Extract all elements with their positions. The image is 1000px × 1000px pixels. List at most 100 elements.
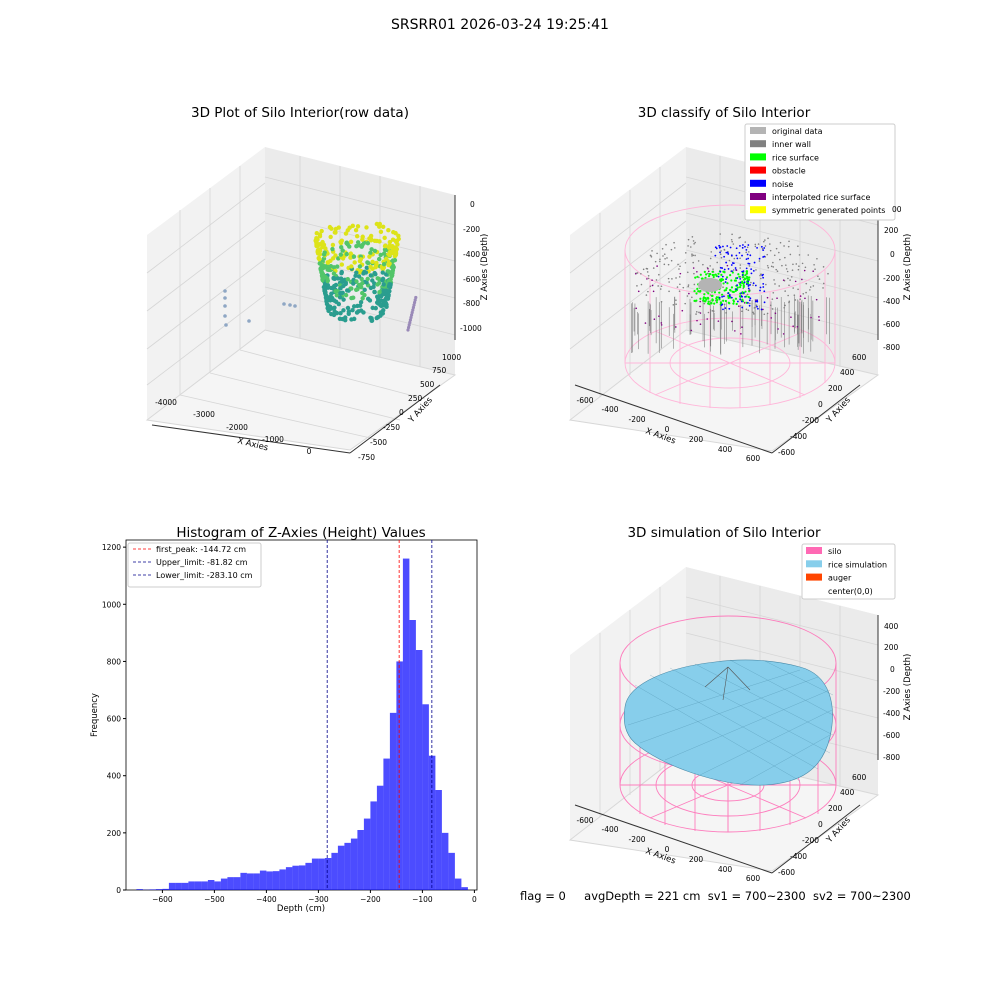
wall-point bbox=[709, 257, 712, 260]
interpolated-point bbox=[681, 309, 684, 312]
scatter-point bbox=[407, 323, 411, 327]
scatter-point bbox=[353, 273, 358, 278]
rice-point bbox=[710, 302, 713, 305]
noise-point bbox=[715, 247, 718, 250]
wall-point bbox=[766, 312, 769, 315]
histogram-bar bbox=[305, 862, 312, 890]
scatter-point bbox=[377, 224, 382, 229]
x-tick: -200 bbox=[628, 835, 645, 844]
wall-point bbox=[773, 279, 775, 281]
wall-point bbox=[771, 308, 774, 310]
y-tick: -400 bbox=[790, 852, 807, 861]
noise-point bbox=[721, 275, 724, 278]
interpolated-point bbox=[766, 296, 769, 299]
noise-point bbox=[741, 306, 744, 309]
interpolated-point bbox=[707, 270, 710, 273]
wall-point bbox=[692, 240, 695, 242]
y-tick: -200 bbox=[802, 836, 819, 845]
rice-point bbox=[693, 299, 696, 302]
noise-point bbox=[756, 300, 759, 303]
interpolated-point bbox=[776, 297, 778, 300]
y-axis-line bbox=[771, 384, 861, 454]
noise-point bbox=[739, 244, 741, 247]
wall-point bbox=[766, 253, 769, 256]
scatter-point bbox=[329, 311, 334, 317]
rice-point bbox=[730, 279, 733, 282]
y-tick: -600 bbox=[778, 868, 795, 877]
wall-point bbox=[754, 243, 757, 246]
rice-point bbox=[718, 298, 721, 301]
scatter-point bbox=[332, 276, 337, 281]
scatter-point bbox=[350, 308, 355, 313]
legend-swatch bbox=[750, 193, 766, 200]
x-tick: 0 bbox=[665, 425, 670, 434]
scatter-point bbox=[376, 256, 382, 262]
wall-point bbox=[661, 248, 664, 250]
interpolated-point bbox=[652, 290, 655, 293]
wall-point bbox=[663, 263, 666, 266]
wall-point bbox=[663, 253, 666, 256]
noise-point bbox=[726, 245, 729, 247]
z-axis-label: Z Axies (Depth) bbox=[480, 234, 490, 301]
z-tick: 200 bbox=[884, 226, 899, 235]
scatter-point bbox=[319, 228, 324, 234]
wall-point bbox=[673, 241, 675, 244]
histogram-bar bbox=[350, 838, 358, 890]
scatter-point bbox=[378, 313, 383, 318]
rice-point bbox=[736, 286, 739, 289]
rice-point bbox=[720, 273, 723, 277]
wall-point bbox=[686, 295, 689, 297]
wall-point bbox=[745, 308, 748, 311]
scatter-point bbox=[331, 265, 337, 270]
rice-point bbox=[748, 276, 751, 279]
interpolated-point bbox=[699, 323, 702, 326]
scatter-point bbox=[319, 270, 324, 275]
wall-point bbox=[707, 311, 710, 314]
wall-point bbox=[757, 243, 760, 245]
x-axis-line bbox=[574, 804, 773, 874]
noise-point bbox=[760, 308, 763, 311]
wall-point bbox=[788, 300, 791, 303]
legend-swatch bbox=[750, 153, 766, 161]
wall-point bbox=[788, 301, 790, 304]
scatter-point bbox=[407, 325, 411, 330]
scatter-point bbox=[247, 319, 251, 323]
wall-point bbox=[748, 265, 751, 267]
wall-point bbox=[783, 245, 785, 247]
scatter-point bbox=[368, 250, 373, 256]
scatter-point bbox=[374, 238, 380, 244]
histogram-bar bbox=[272, 871, 280, 890]
wall-point bbox=[687, 285, 690, 288]
noise-point bbox=[742, 270, 745, 273]
y-tick: -400 bbox=[790, 432, 807, 441]
scatter-point bbox=[382, 243, 388, 249]
wall-point bbox=[739, 257, 741, 260]
wall-point bbox=[697, 260, 700, 262]
noise-point bbox=[740, 292, 743, 295]
wall-point bbox=[741, 310, 743, 313]
rice-point bbox=[732, 299, 735, 302]
wall-point bbox=[759, 274, 761, 277]
interpolated-point bbox=[782, 279, 785, 281]
rice-point bbox=[730, 286, 734, 289]
scatter-point bbox=[351, 281, 356, 286]
wall-point bbox=[657, 285, 659, 287]
noise-point bbox=[729, 246, 732, 249]
wall-point bbox=[691, 236, 694, 238]
scatter-point bbox=[368, 238, 374, 243]
histogram-bar bbox=[454, 878, 462, 890]
panel-histogram: Histogram of Z-Axies (Height) Values −60… bbox=[90, 525, 478, 914]
rice-point bbox=[713, 302, 716, 305]
legend-swatch bbox=[750, 166, 766, 174]
noise-point bbox=[736, 300, 739, 303]
noise-point bbox=[745, 249, 748, 251]
z-tick: -800 bbox=[463, 299, 480, 308]
rice-point bbox=[718, 291, 721, 294]
scatter-point bbox=[374, 300, 380, 305]
interpolated-point bbox=[803, 269, 806, 272]
x-tick: -2000 bbox=[226, 423, 248, 432]
scatter-point bbox=[317, 232, 323, 237]
scatter-point bbox=[348, 239, 354, 244]
scatter-point bbox=[343, 315, 348, 320]
wall-point bbox=[773, 254, 776, 257]
